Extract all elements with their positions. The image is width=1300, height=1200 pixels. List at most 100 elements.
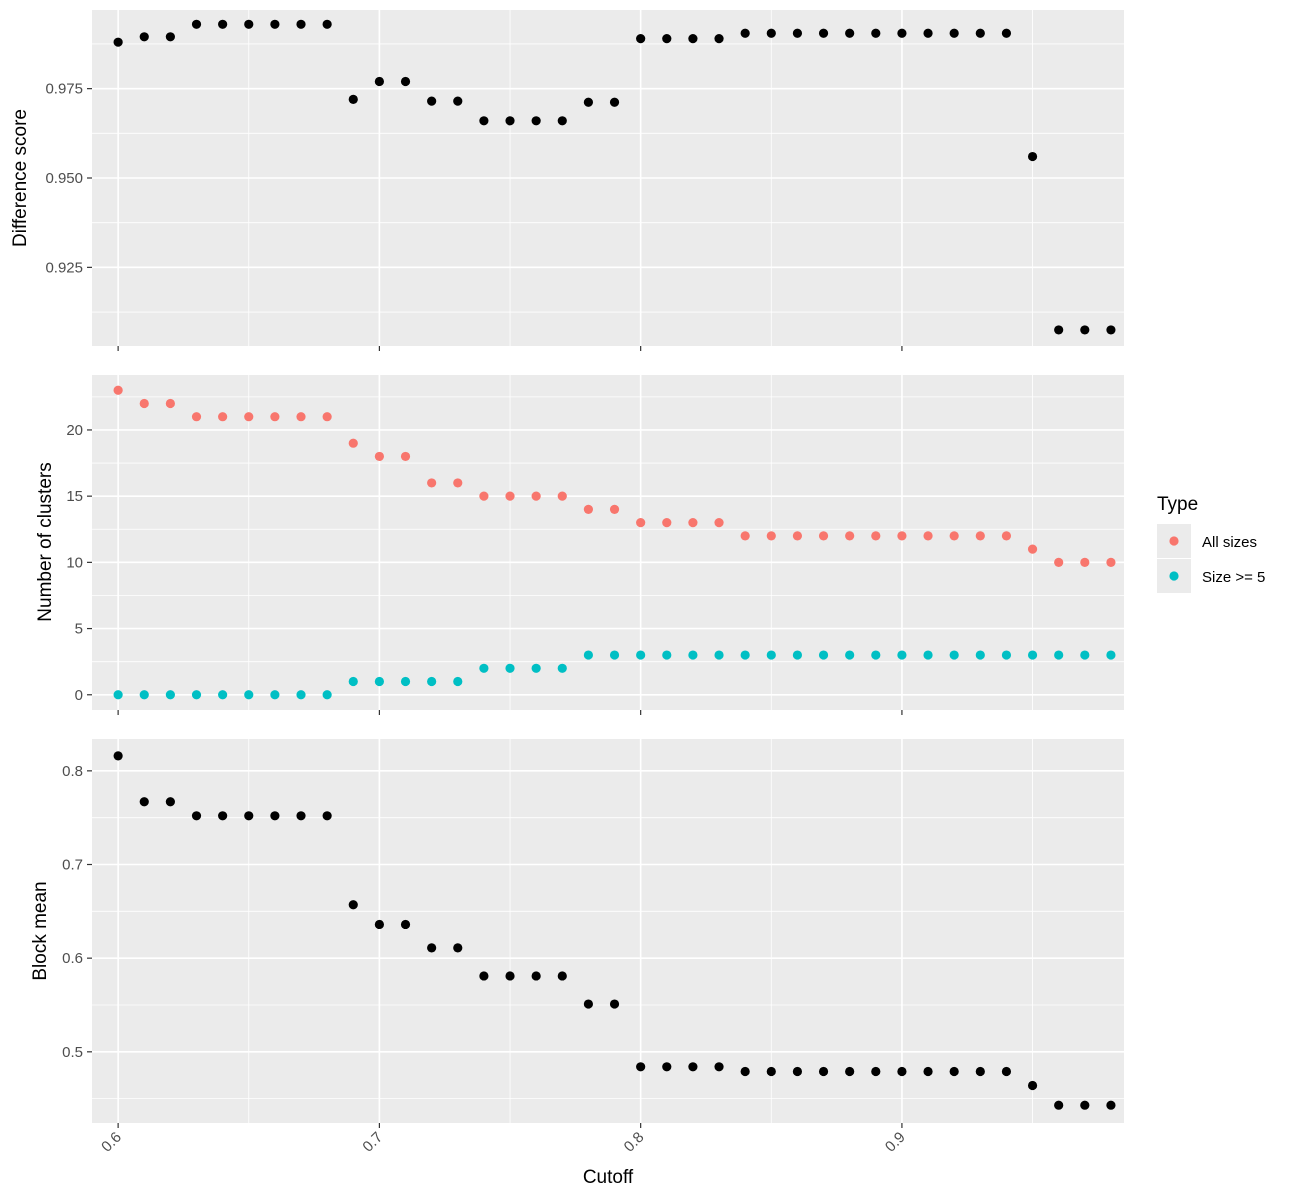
all-sizes-point [427,478,437,488]
size-5-point [609,650,620,660]
block-mean-point [374,919,384,930]
block-mean-point [688,1062,698,1072]
block-mean-point [714,1062,724,1072]
all-sizes-point [792,531,803,541]
all-sizes-point [583,504,594,514]
size-5-point [1080,650,1090,660]
difference-score-point [845,28,855,38]
block-mean-point [845,1066,855,1077]
all-sizes-point [818,531,829,541]
difference-score-point [557,116,567,126]
number-of-clusters-y-tick-label: 5 [75,621,83,638]
size-5-point [453,676,463,687]
all-sizes-point [113,385,123,395]
size-5-point [191,690,202,700]
block-mean-point [583,999,594,1009]
all-sizes-point [897,531,907,541]
all-sizes-point [165,398,175,409]
difference-score-point [479,116,489,126]
all-sizes-point [923,531,933,541]
difference-score-point [662,33,672,44]
block-mean-point [609,999,620,1009]
difference-score-point [296,19,306,29]
block-mean-point [1080,1100,1090,1110]
block-mean-point [975,1066,985,1077]
legend-title: Type [1157,494,1198,515]
block-mean-point [348,900,358,910]
block-mean-point [191,811,202,821]
block-mean-point [871,1066,881,1077]
all-sizes-point [636,518,646,528]
difference-score-point [949,28,959,38]
difference-score-point [975,28,985,38]
difference-score-point [400,76,411,87]
difference-score-point [740,28,750,38]
block-mean-point [296,811,306,821]
difference-score-point [714,33,724,44]
difference-score-point [191,19,202,29]
block-mean-point [949,1066,959,1077]
difference-score-point [348,94,358,104]
difference-score-point [609,97,620,107]
block-mean-point [662,1062,672,1072]
difference-score-point [244,19,254,29]
difference-score-point [453,96,463,106]
size-5-point [400,676,411,687]
block-mean-y-axis-title: Block mean [30,881,51,980]
block-mean-point [531,971,541,981]
number-of-clusters-panel-background [92,375,1124,710]
size-5-point [1106,650,1116,660]
all-sizes-point [1001,531,1012,541]
difference-score-point [427,96,437,106]
size-5-point [479,663,489,673]
legend-swatch-all-sizes [1169,536,1179,546]
difference-score-point [322,19,332,29]
block-mean-point [505,971,515,981]
size-5-point [427,676,437,687]
difference-score-point [1001,28,1012,38]
difference-score-point [1054,325,1064,335]
size-5-point [818,650,829,660]
size-5-point [531,663,541,673]
size-5-point [374,676,384,687]
block-mean-point [1001,1066,1012,1077]
block-mean-panel-background [92,739,1124,1123]
difference-score-point [818,28,829,38]
size-5-point [792,650,803,660]
size-5-point [583,650,594,660]
size-5-point [113,690,123,700]
size-5-point [322,690,332,700]
all-sizes-point [688,518,698,528]
block-mean-y-tick-label: 0.8 [62,763,83,780]
legend-label-size-5-plus: Size >= 5 [1202,569,1265,586]
difference-score-point [531,116,541,126]
all-sizes-point [1054,557,1064,567]
difference-score-point [766,28,776,38]
size-5-point [270,690,280,700]
number-of-clusters-y-axis-title: Number of clusters [35,462,56,621]
all-sizes-point [845,531,855,541]
all-sizes-point [270,412,280,422]
difference-score-point [1106,325,1116,335]
size-5-point [165,690,175,700]
difference-score-panel: 0.925 0.950 0.975 Difference score [10,10,1124,351]
difference-score-y-tick-label: 0.925 [45,259,83,276]
size-5-point [1027,650,1038,660]
all-sizes-point [218,412,228,422]
difference-score-point [583,97,594,107]
size-5-point [244,690,254,700]
block-mean-panel: 0.50.60.70.8 0.6 0.7 0.8 0.9 Block mean Cut… [30,739,1124,1188]
difference-score-point [165,32,175,42]
size-5-point [1054,650,1064,660]
type-legend: Type All sizes Size >= 5 [1157,494,1265,593]
block-mean-point [400,919,411,930]
block-mean-point [427,943,437,953]
difference-score-point [923,28,933,38]
all-sizes-point [662,518,672,528]
all-sizes-point [244,412,254,422]
all-sizes-point [322,412,332,422]
all-sizes-point [766,531,776,541]
all-sizes-point [139,398,149,409]
legend-swatch-size-5-plus [1169,571,1179,581]
